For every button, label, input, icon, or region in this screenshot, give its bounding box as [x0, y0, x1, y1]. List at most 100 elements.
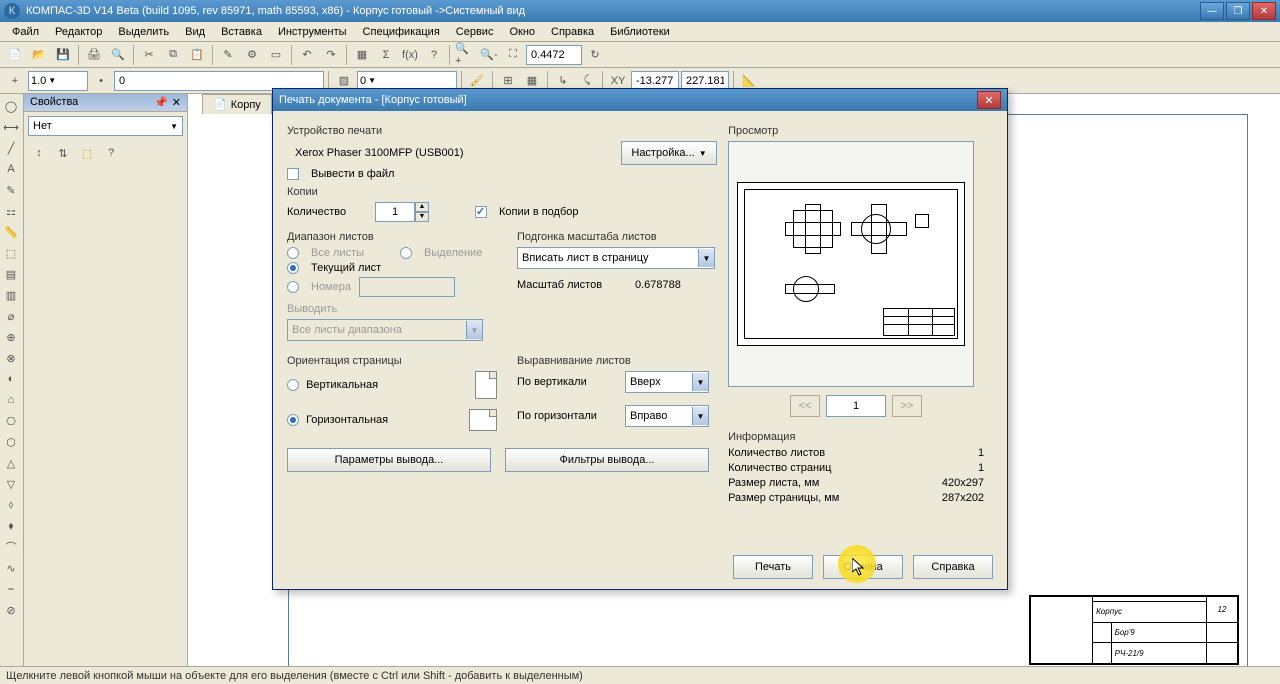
orient-portrait-label: Вертикальная [306, 379, 378, 391]
scale-combo[interactable]: 1.0▼ [28, 71, 88, 91]
range-selection-label: Выделение [424, 247, 482, 259]
layers-icon[interactable]: ▭ [265, 44, 287, 66]
spec-icon[interactable]: ▦ [351, 44, 373, 66]
copy-icon[interactable]: ⧉ [162, 44, 184, 66]
orient-landscape-radio[interactable] [287, 414, 299, 426]
maximize-button[interactable]: ❐ [1226, 2, 1250, 20]
prop-tool-4-icon[interactable]: ? [100, 142, 122, 164]
settings-button[interactable]: Настройка...▼ [621, 141, 717, 165]
tool-d-icon[interactable]: ◐ [1, 369, 21, 389]
fit-combo[interactable]: Вписать лист в страницу▼ [517, 247, 715, 269]
print-button[interactable]: Печать [733, 555, 813, 579]
tool-h-icon[interactable]: △ [1, 453, 21, 473]
menu-service[interactable]: Сервис [448, 24, 502, 40]
pin-icon[interactable]: 📌 [154, 96, 168, 109]
tool-b-icon[interactable]: ⊕ [1, 327, 21, 347]
tool-a-icon[interactable]: ⌀ [1, 306, 21, 326]
prop-tool-1-icon[interactable]: ↕ [28, 142, 50, 164]
align-v-combo[interactable]: Вверх▼ [625, 371, 709, 393]
preview-icon[interactable]: 🔍 [107, 44, 129, 66]
output-filters-button[interactable]: Фильтры вывода... [505, 448, 709, 472]
count-input[interactable] [375, 202, 415, 222]
geometry-icon[interactable]: ◯ [1, 96, 21, 116]
prop-tool-2-icon[interactable]: ⇅ [52, 142, 74, 164]
fx-icon[interactable]: f(x) [399, 44, 421, 66]
menu-view[interactable]: Вид [177, 24, 213, 40]
menu-select[interactable]: Выделить [110, 24, 177, 40]
close-button[interactable]: ✕ [1252, 2, 1276, 20]
collate-checkbox[interactable] [475, 206, 487, 218]
param-icon[interactable]: ⚏ [1, 201, 21, 221]
range-selection-radio [400, 247, 412, 259]
scale-label: Масштаб листов [517, 279, 627, 291]
save-icon[interactable]: 💾 [52, 44, 74, 66]
menu-edit[interactable]: Редактор [47, 24, 110, 40]
tool-f-icon[interactable]: ⎔ [1, 411, 21, 431]
dialog-close-button[interactable]: ✕ [977, 91, 1001, 109]
menu-file[interactable]: Файл [4, 24, 47, 40]
output-params-button[interactable]: Параметры вывода... [287, 448, 491, 472]
tool-o-icon[interactable]: ⊘ [1, 600, 21, 620]
help-button[interactable]: Справка [913, 555, 993, 579]
open-icon[interactable]: 📂 [28, 44, 50, 66]
zoom-in-icon[interactable]: 🔍+ [454, 44, 476, 66]
measure2-icon[interactable]: 📏 [1, 222, 21, 242]
menu-window[interactable]: Окно [501, 24, 543, 40]
zoom-value[interactable] [526, 45, 582, 65]
next-page-button[interactable]: >> [892, 395, 922, 417]
style-icon[interactable]: ✎ [217, 44, 239, 66]
spin-up-icon[interactable]: ▲ [415, 202, 429, 212]
tool-l-icon[interactable]: ⌒ [1, 537, 21, 557]
menu-libs[interactable]: Библиотеки [602, 24, 678, 40]
align-h-label: По горизонтали [517, 410, 617, 422]
refresh-icon[interactable]: ↻ [584, 44, 606, 66]
edit-icon[interactable]: ✎ [1, 180, 21, 200]
tool-n-icon[interactable]: ⎯ [1, 579, 21, 599]
undo-icon[interactable]: ↶ [296, 44, 318, 66]
tool-k-icon[interactable]: ⬧ [1, 516, 21, 536]
spec2-icon[interactable]: ▤ [1, 264, 21, 284]
panel-close-icon[interactable]: ✕ [172, 96, 181, 109]
select-icon[interactable]: ⬚ [1, 243, 21, 263]
page-number-input[interactable] [826, 395, 886, 417]
output-to-file-checkbox[interactable] [287, 168, 299, 180]
preview-section-label: Просмотр [728, 125, 984, 137]
print-icon[interactable]: 🖨 [83, 44, 105, 66]
zoom-out-icon[interactable]: 🔍- [478, 44, 500, 66]
whatsthis-icon[interactable]: ? [423, 44, 445, 66]
cut-icon[interactable]: ✂ [138, 44, 160, 66]
paste-icon[interactable]: 📋 [186, 44, 208, 66]
tool-e-icon[interactable]: ⌂ [1, 390, 21, 410]
tool-i-icon[interactable]: ▽ [1, 474, 21, 494]
tool-g-icon[interactable]: ⬡ [1, 432, 21, 452]
variable-icon[interactable]: Σ [375, 44, 397, 66]
document-tab[interactable]: 📄 Корпу [202, 94, 272, 114]
report-icon[interactable]: ▥ [1, 285, 21, 305]
line-icon[interactable]: ╱ [1, 138, 21, 158]
range-current-radio[interactable] [287, 262, 299, 274]
menu-insert[interactable]: Вставка [213, 24, 270, 40]
tool-j-icon[interactable]: ⬨ [1, 495, 21, 515]
redo-icon[interactable]: ↷ [320, 44, 342, 66]
tool-m-icon[interactable]: ∿ [1, 558, 21, 578]
step-icon[interactable]: • [90, 70, 112, 92]
menu-help[interactable]: Справка [543, 24, 602, 40]
tool-c-icon[interactable]: ⊗ [1, 348, 21, 368]
cancel-button[interactable]: Отмена [823, 555, 903, 579]
text-icon[interactable]: A [1, 159, 21, 179]
properties-icon[interactable]: ⚙ [241, 44, 263, 66]
minimize-button[interactable]: — [1200, 2, 1224, 20]
prev-page-button[interactable]: << [790, 395, 820, 417]
zoom-fit-icon[interactable]: ⛶ [502, 44, 524, 66]
properties-combo[interactable]: Нет▼ [28, 116, 183, 136]
orient-portrait-radio[interactable] [287, 379, 299, 391]
menu-tools[interactable]: Инструменты [270, 24, 355, 40]
align-h-combo[interactable]: Вправо▼ [625, 405, 709, 427]
prop-tool-3-icon[interactable]: ⬚ [76, 142, 98, 164]
dim-icon[interactable]: ⟷ [1, 117, 21, 137]
spin-down-icon[interactable]: ▼ [415, 212, 429, 222]
plus-icon[interactable]: + [4, 70, 26, 92]
menu-spec[interactable]: Спецификация [355, 24, 448, 40]
count-spinner[interactable]: ▲▼ [375, 202, 429, 222]
new-icon[interactable]: 📄 [4, 44, 26, 66]
